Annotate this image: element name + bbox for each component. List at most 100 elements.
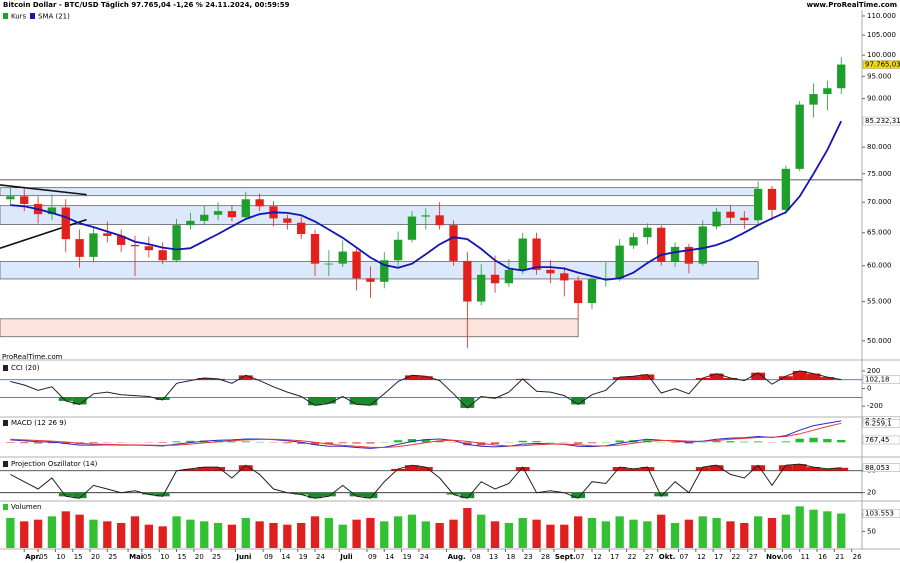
x-tick-label: Mai	[129, 553, 143, 561]
x-tick-label: 17	[714, 553, 723, 561]
indicator-fill	[640, 374, 655, 380]
x-tick-label: 27	[749, 553, 758, 561]
legend-label: Kurs	[11, 13, 27, 21]
candle-body	[601, 278, 610, 280]
zone	[0, 205, 759, 225]
candle-body	[283, 218, 292, 223]
candle-body	[255, 199, 264, 207]
candle-body	[657, 227, 666, 262]
volume-bar	[103, 521, 112, 548]
value-label: 85.232,31	[865, 117, 900, 125]
line	[10, 422, 842, 449]
volume-bar	[615, 516, 624, 548]
indicator-fill	[612, 377, 627, 380]
indicator-fill	[626, 468, 641, 471]
volume-bar	[670, 523, 680, 548]
volume-bar	[255, 521, 264, 548]
volume-bar	[269, 523, 278, 548]
histogram-bar	[809, 437, 818, 443]
volume-bar	[283, 524, 292, 548]
panel-title: CCI (20)	[11, 364, 40, 372]
y-tick-label: 65.000	[867, 229, 892, 237]
value-label: 103.553	[865, 509, 894, 517]
volume-bar	[172, 516, 181, 548]
site: www.ProRealTime.com	[807, 1, 897, 9]
x-tick-label: 06	[783, 553, 792, 561]
value-label: 767,45	[865, 436, 890, 444]
indicator-fill	[571, 492, 586, 499]
candle-body	[477, 274, 486, 302]
x-tick-label: 18	[506, 553, 515, 561]
volume-bar	[698, 516, 707, 548]
indicator-fill	[820, 377, 835, 380]
histogram-bar	[490, 442, 500, 445]
candle-body	[753, 188, 763, 221]
y-tick-label: 60.000	[867, 262, 892, 270]
indicator-fill	[460, 492, 475, 499]
candle-body	[435, 215, 444, 226]
candle-body	[767, 188, 777, 210]
volume-bar	[213, 523, 223, 548]
candle-body	[158, 250, 167, 261]
indicator-fill	[349, 492, 364, 497]
x-tick-label: 07	[680, 553, 689, 561]
indicator-fill	[238, 375, 253, 380]
panel-title: Volumen	[11, 503, 41, 511]
volume-bar	[753, 516, 763, 548]
candle-body	[629, 237, 638, 246]
line	[10, 370, 842, 409]
volume-bar	[587, 518, 597, 548]
indicator-fill	[405, 375, 419, 380]
y-tick-label: 75.000	[867, 170, 892, 178]
indicator-fill	[446, 492, 461, 495]
candle-body	[726, 211, 735, 218]
indicator-fill	[238, 465, 253, 471]
x-tick-label: 14	[281, 553, 290, 561]
volume-bar	[767, 518, 777, 548]
y-tick-label: 50	[867, 527, 876, 535]
candle-body	[227, 211, 237, 218]
histogram-bar	[477, 442, 486, 446]
value-label-box	[862, 419, 900, 428]
volume-bar	[546, 524, 555, 548]
indicator-fill	[72, 397, 87, 405]
histogram-bar	[753, 441, 763, 443]
volume-bar	[684, 519, 694, 548]
volume-bar	[726, 521, 735, 548]
indicator-fill	[515, 467, 530, 471]
volume-bar	[186, 519, 195, 548]
y-tick-label: 105.000	[867, 31, 896, 39]
candle-body	[61, 207, 70, 240]
indicator-fill	[363, 492, 378, 499]
candle-body	[186, 220, 195, 226]
histogram-bar	[172, 441, 181, 443]
histogram-bar	[186, 440, 195, 443]
volume-bar	[47, 516, 57, 548]
x-tick-label: 28	[541, 553, 550, 561]
histogram-bar	[241, 441, 250, 443]
histogram-bar	[837, 439, 846, 443]
y-tick-label: 90.000	[867, 95, 892, 103]
indicator-fill	[308, 492, 322, 499]
candle-body	[573, 280, 583, 304]
histogram-bar	[795, 438, 804, 443]
zone	[0, 187, 759, 197]
x-tick-label: 20	[195, 553, 204, 561]
volume-bar	[504, 523, 514, 548]
volume-bar	[324, 518, 334, 548]
histogram-bar	[310, 442, 320, 445]
volume-bar	[366, 518, 375, 548]
indicator-fill	[709, 373, 724, 380]
indicator-fill	[792, 370, 807, 380]
indicator-fill	[792, 464, 807, 471]
candle-body	[740, 217, 749, 221]
indicator-fill	[294, 492, 309, 495]
candle-body	[643, 227, 652, 238]
candle-body	[213, 211, 223, 215]
volume-bar	[463, 508, 472, 548]
x-tick-label: 08	[472, 553, 481, 561]
panel-icon	[3, 461, 8, 467]
indicator-fill	[363, 397, 378, 406]
histogram-bar	[283, 442, 292, 444]
